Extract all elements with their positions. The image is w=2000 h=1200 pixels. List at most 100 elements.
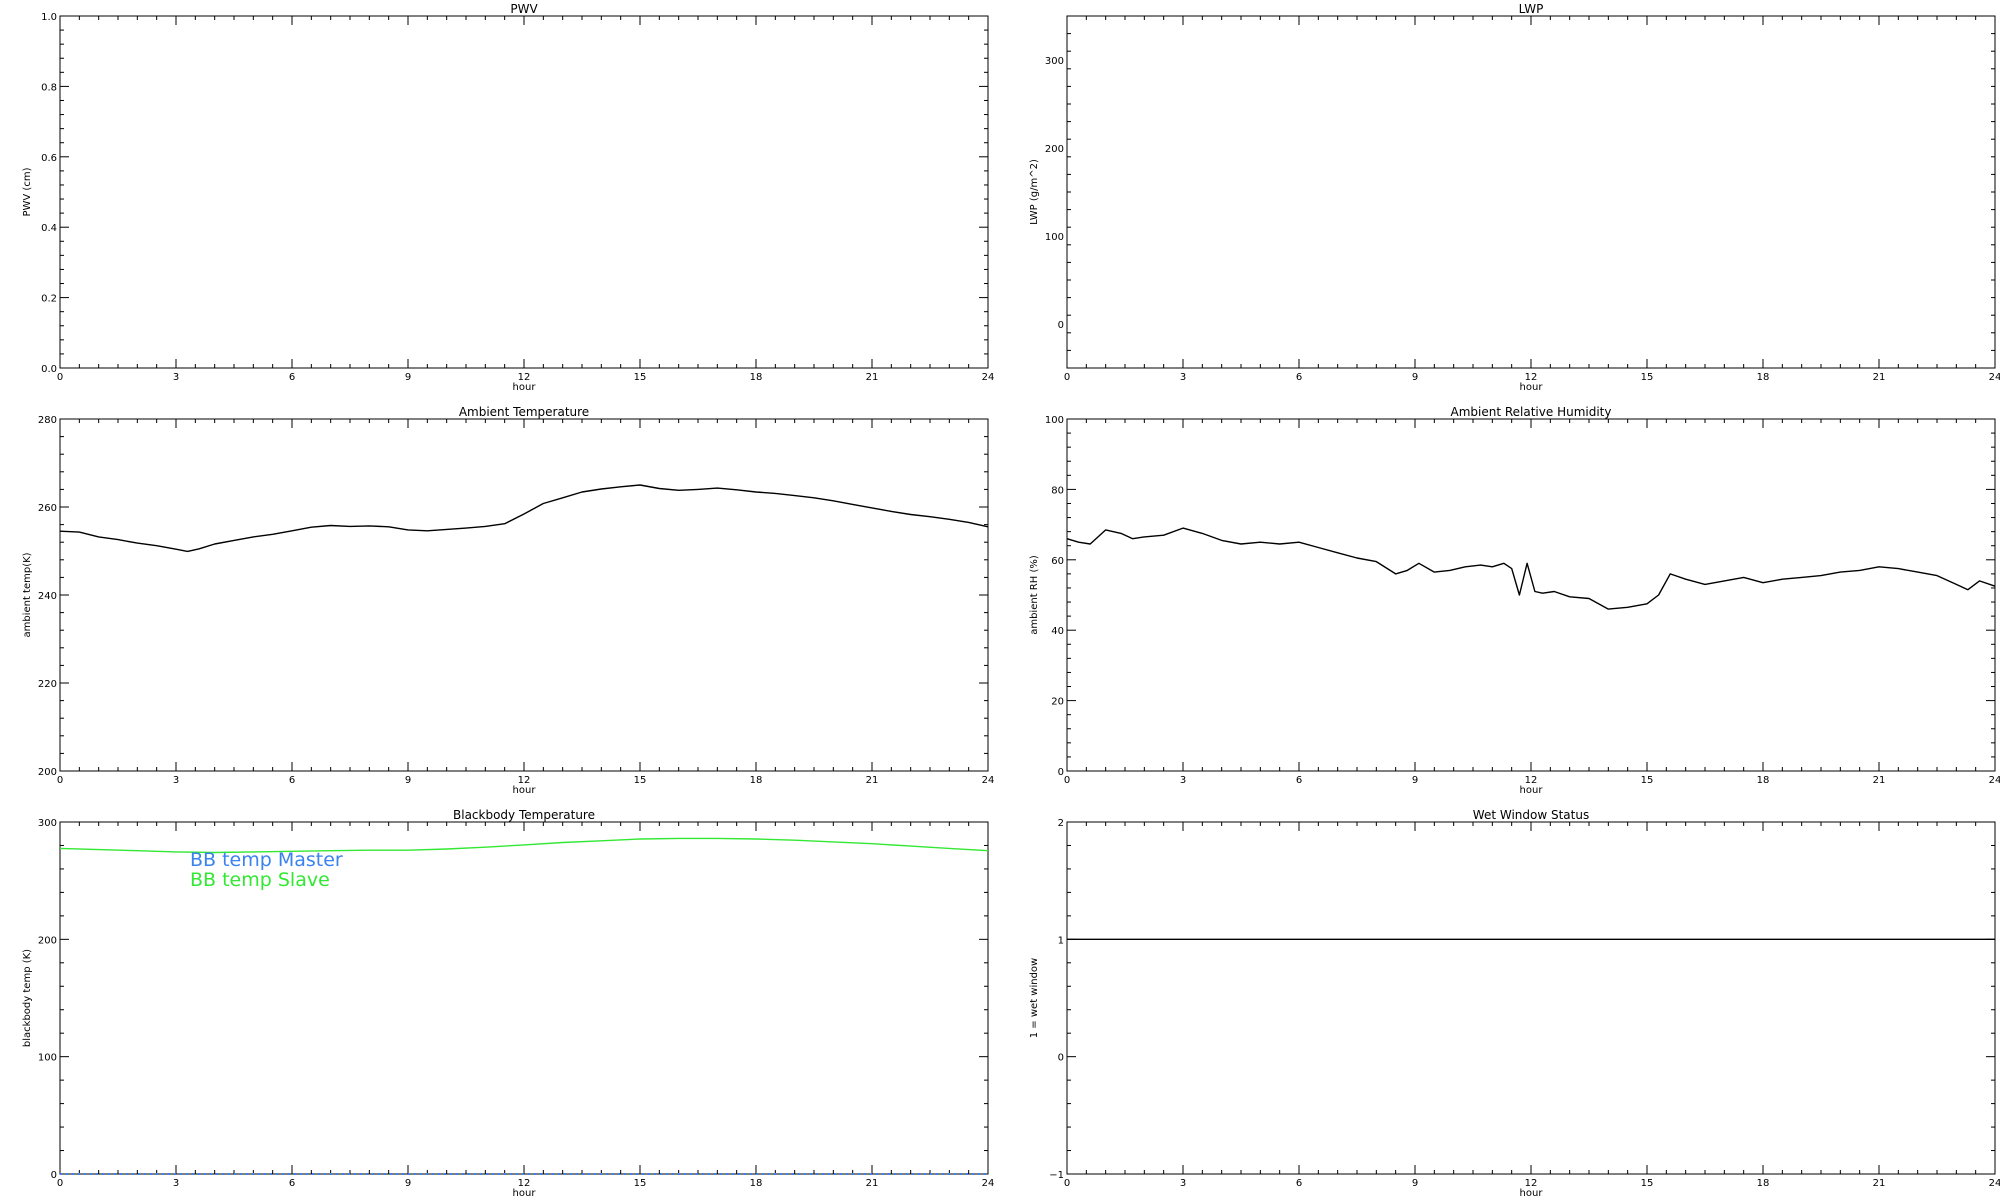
x-tick-label: 3 bbox=[173, 775, 179, 786]
x-tick-label: 24 bbox=[982, 775, 995, 786]
x-tick-label: 12 bbox=[1525, 372, 1538, 383]
x-tick-label: 15 bbox=[1641, 372, 1654, 383]
y-tick-label: 0.6 bbox=[41, 153, 57, 164]
x-axis-label: hour bbox=[1520, 785, 1544, 796]
x-tick-label: 9 bbox=[1412, 372, 1418, 383]
x-tick-label: 3 bbox=[173, 1178, 179, 1189]
x-tick-label: 6 bbox=[1296, 1178, 1302, 1189]
y-tick-label: 0 bbox=[1058, 1053, 1064, 1064]
y-axis-label: ambient temp(K) bbox=[22, 552, 33, 637]
x-tick-label: 9 bbox=[405, 1178, 411, 1189]
x-tick-label: 0 bbox=[1064, 1178, 1070, 1189]
y-tick-label: 80 bbox=[1051, 485, 1064, 496]
y-tick-label: 2 bbox=[1058, 818, 1064, 829]
y-axis-label: 1 = wet window bbox=[1029, 958, 1040, 1038]
y-tick-label: 280 bbox=[38, 415, 57, 426]
y-tick-label: 200 bbox=[1045, 144, 1064, 155]
y-axis-label: blackbody temp (K) bbox=[22, 949, 33, 1047]
x-tick-label: 12 bbox=[518, 1178, 531, 1189]
x-axis-label: hour bbox=[1520, 382, 1544, 393]
x-tick-label: 6 bbox=[289, 372, 295, 383]
y-tick-label: 0.8 bbox=[41, 82, 57, 93]
y-tick-label: 240 bbox=[38, 591, 57, 602]
y-tick-label: 300 bbox=[1045, 56, 1064, 67]
y-tick-label: 260 bbox=[38, 503, 57, 514]
chart-title: Wet Window Status bbox=[1473, 808, 1589, 822]
y-tick-label: −1 bbox=[1049, 1170, 1064, 1181]
y-tick-label: 40 bbox=[1051, 626, 1064, 637]
x-axis-label: hour bbox=[513, 785, 537, 796]
plot-frame bbox=[1066, 418, 1996, 772]
y-tick-label: 1.0 bbox=[41, 12, 57, 23]
y-tick-label: 200 bbox=[38, 767, 57, 778]
chart-panel-1: LWP 0 3 6 9 12 15 18 21 24 hour 0 100 200 300 LWP (g/m^… bbox=[1029, 2, 2000, 393]
x-tick-label: 18 bbox=[1757, 1178, 1770, 1189]
y-axis-label: ambient RH (%) bbox=[1029, 555, 1040, 635]
y-tick-label: 300 bbox=[38, 818, 57, 829]
y-tick-label: 0.4 bbox=[41, 223, 57, 234]
chart-panel-2: Ambient Temperature 0 3 6 9 12 15 18 21 24 hour 200… bbox=[22, 405, 994, 796]
x-tick-label: 15 bbox=[1641, 775, 1654, 786]
y-tick-label: 0 bbox=[1058, 767, 1064, 778]
y-axis-label: LWP (g/m^2) bbox=[1029, 159, 1040, 225]
chart-title: PWV bbox=[510, 2, 538, 16]
x-tick-label: 9 bbox=[1412, 775, 1418, 786]
x-tick-label: 15 bbox=[634, 775, 647, 786]
x-tick-label: 24 bbox=[982, 372, 995, 383]
x-tick-label: 6 bbox=[289, 1178, 295, 1189]
chart-panel-3: Ambient Relative Humidity 0 3 6 9 12 15 18 21 24 h… bbox=[1029, 405, 2000, 796]
chart-title: LWP bbox=[1519, 2, 1544, 16]
y-tick-label: 220 bbox=[38, 679, 57, 690]
series-line-0 bbox=[59, 484, 989, 553]
chart-title: Ambient Relative Humidity bbox=[1451, 405, 1612, 419]
x-tick-label: 12 bbox=[1525, 775, 1538, 786]
x-axis-label: hour bbox=[1520, 1188, 1544, 1199]
x-tick-label: 21 bbox=[1873, 372, 1886, 383]
x-tick-label: 9 bbox=[405, 775, 411, 786]
y-tick-label: 20 bbox=[1051, 697, 1064, 708]
x-tick-label: 15 bbox=[1641, 1178, 1654, 1189]
x-tick-label: 21 bbox=[1873, 775, 1886, 786]
x-tick-label: 12 bbox=[518, 775, 531, 786]
x-tick-label: 3 bbox=[173, 372, 179, 383]
y-tick-label: 100 bbox=[1045, 232, 1064, 243]
x-tick-label: 18 bbox=[750, 372, 763, 383]
y-axis-label: PWV (cm) bbox=[22, 167, 33, 216]
x-tick-label: 15 bbox=[634, 1178, 647, 1189]
x-tick-label: 24 bbox=[1989, 372, 2000, 383]
series-line-0 bbox=[1066, 527, 1996, 610]
legend-entry: BB temp Slave bbox=[190, 869, 330, 891]
x-tick-label: 18 bbox=[750, 775, 763, 786]
x-tick-label: 3 bbox=[1180, 372, 1186, 383]
x-tick-label: 0 bbox=[57, 775, 63, 786]
x-tick-label: 18 bbox=[750, 1178, 763, 1189]
y-tick-label: 0.2 bbox=[41, 294, 57, 305]
x-tick-label: 6 bbox=[1296, 372, 1302, 383]
x-tick-label: 9 bbox=[1412, 1178, 1418, 1189]
plot-frame bbox=[1066, 15, 1996, 369]
plot-frame bbox=[1066, 821, 1996, 1175]
y-tick-label: 0.0 bbox=[41, 364, 57, 375]
plot-frame bbox=[59, 15, 989, 369]
chart-title: Blackbody Temperature bbox=[453, 808, 595, 822]
x-axis-label: hour bbox=[513, 1188, 537, 1199]
x-tick-label: 0 bbox=[1064, 775, 1070, 786]
y-tick-label: 200 bbox=[38, 935, 57, 946]
y-tick-label: 60 bbox=[1051, 556, 1064, 567]
y-tick-label: 100 bbox=[1045, 415, 1064, 426]
chart-panel-4: Blackbody Temperature 0 3 6 9 12 15 18 21 24 hour 0… bbox=[22, 808, 994, 1199]
y-tick-label: 0 bbox=[1058, 320, 1064, 331]
x-tick-label: 15 bbox=[634, 372, 647, 383]
plot-frame bbox=[59, 418, 989, 772]
series-line-1 bbox=[59, 837, 989, 854]
chart-panel-0: PWV 0 3 6 9 12 15 18 21 24 hour 0.0 0.2 0.4 0.6 0.8 1.0 P… bbox=[22, 2, 994, 393]
x-tick-label: 21 bbox=[1873, 1178, 1886, 1189]
y-tick-label: 1 bbox=[1058, 935, 1064, 946]
x-tick-label: 18 bbox=[1757, 372, 1770, 383]
x-tick-label: 9 bbox=[405, 372, 411, 383]
x-tick-label: 24 bbox=[982, 1178, 995, 1189]
x-tick-label: 21 bbox=[866, 372, 879, 383]
x-tick-label: 6 bbox=[1296, 775, 1302, 786]
